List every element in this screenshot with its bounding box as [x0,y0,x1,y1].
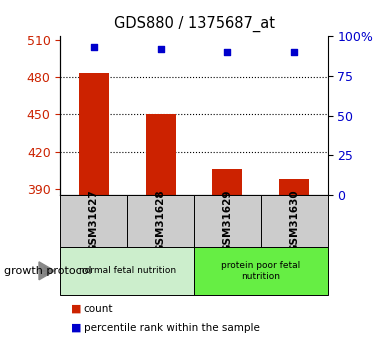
Text: normal fetal nutrition: normal fetal nutrition [79,266,176,275]
Bar [145,114,176,345]
Text: protein poor fetal
nutrition: protein poor fetal nutrition [221,261,300,280]
Polygon shape [39,262,55,280]
Bar [194,195,261,247]
Text: GDS880 / 1375687_at: GDS880 / 1375687_at [115,16,275,32]
Text: GSM31630: GSM31630 [289,189,299,252]
Text: ■: ■ [71,304,81,314]
Text: GSM31627: GSM31627 [89,189,99,252]
Bar [213,169,243,345]
Bar [279,179,309,345]
Point [224,49,230,55]
Text: ■: ■ [71,323,81,333]
Text: growth protocol: growth protocol [4,266,92,276]
Text: count: count [84,304,113,314]
Point [91,45,97,50]
Bar [60,195,127,247]
Bar [79,73,109,345]
Text: GSM31629: GSM31629 [222,189,232,252]
Bar [194,247,328,295]
Bar [261,195,328,247]
Point [291,49,297,55]
Point [158,46,164,52]
Bar [127,195,194,247]
Text: GSM31628: GSM31628 [156,189,166,252]
Text: percentile rank within the sample: percentile rank within the sample [84,323,260,333]
Bar [60,247,194,295]
